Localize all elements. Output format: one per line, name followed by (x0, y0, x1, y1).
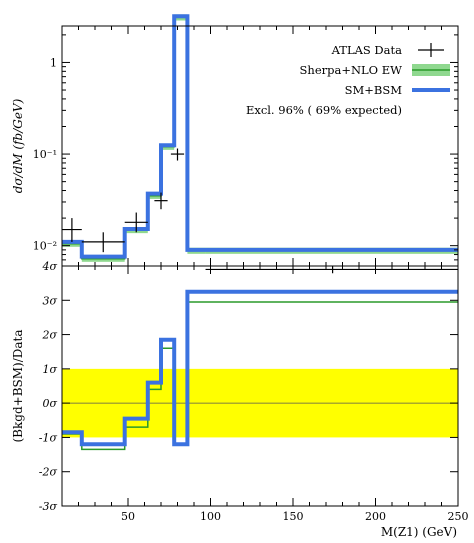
main-y-axis-label: dσ/dM (fb/GeV) (11, 98, 25, 193)
ratio-panel: 4σ 3σ 2σ 1σ 0σ -1σ -2σ -3σ 50 100 150 200 250 (Bkgd… (11, 260, 469, 539)
data-point (205, 266, 458, 274)
main-frame (61, 25, 459, 267)
main-plot-area (62, 14, 458, 274)
legend-label: Sherpa+NLO EW (300, 63, 403, 77)
main-y-tick-label: 10⁻¹ (33, 148, 57, 161)
ratio-y-tick-label: 3σ (42, 294, 57, 307)
x-tick-label: 250 (448, 510, 469, 523)
ratio-y-tick-label: 0σ (42, 397, 57, 410)
main-y-tick-label: 1 (50, 56, 57, 69)
ratio-plot-area (62, 289, 458, 451)
legend-label: ATLAS Data (331, 43, 403, 57)
ratio-y-tick-label: 4σ (41, 260, 57, 273)
ratio-smbsm-line (62, 289, 458, 447)
data-point (81, 232, 125, 253)
main-y-ticks: 10⁻² 10⁻¹ 1 (33, 26, 459, 267)
x-tick-label: 200 (365, 510, 386, 523)
data-point (154, 192, 168, 210)
ratio-y-ticks: 4σ 3σ 2σ 1σ 0σ -1σ -2σ -3σ (39, 260, 458, 513)
x-tick-label: 150 (283, 510, 304, 523)
main-panel: 10⁻² 10⁻¹ 1 dσ/dM (fb/GeV) ATLAS Data Sherp… (11, 14, 459, 274)
data-point (62, 218, 82, 242)
ratio-y-tick-label: -1σ (39, 431, 58, 444)
main-y-tick-label: 10⁻² (33, 240, 57, 253)
ratio-y-tick-label: 1σ (42, 363, 57, 376)
data-point (170, 148, 185, 161)
data-point (124, 212, 148, 233)
x-axis-label: M(Z1) (GeV) (381, 525, 457, 539)
ratio-y-tick-label: -2σ (39, 466, 58, 479)
exclusion-annotation: Excl. 96% ( 69% expected) (246, 103, 402, 117)
legend: ATLAS Data Sherpa+NLO EW SM+BSM Excl. 96% (… (246, 43, 450, 117)
legend-label: SM+BSM (345, 83, 403, 97)
ratio-y-tick-label: 2σ (41, 329, 57, 342)
x-tick-label: 100 (200, 510, 221, 523)
ratio-y-axis-label: (Bkgd+BSM)/Data (11, 330, 25, 443)
x-tick-label: 50 (121, 510, 135, 523)
ratio-y-tick-label: -3σ (39, 500, 58, 513)
x-ticks: 50 100 150 200 250 (78, 266, 469, 523)
